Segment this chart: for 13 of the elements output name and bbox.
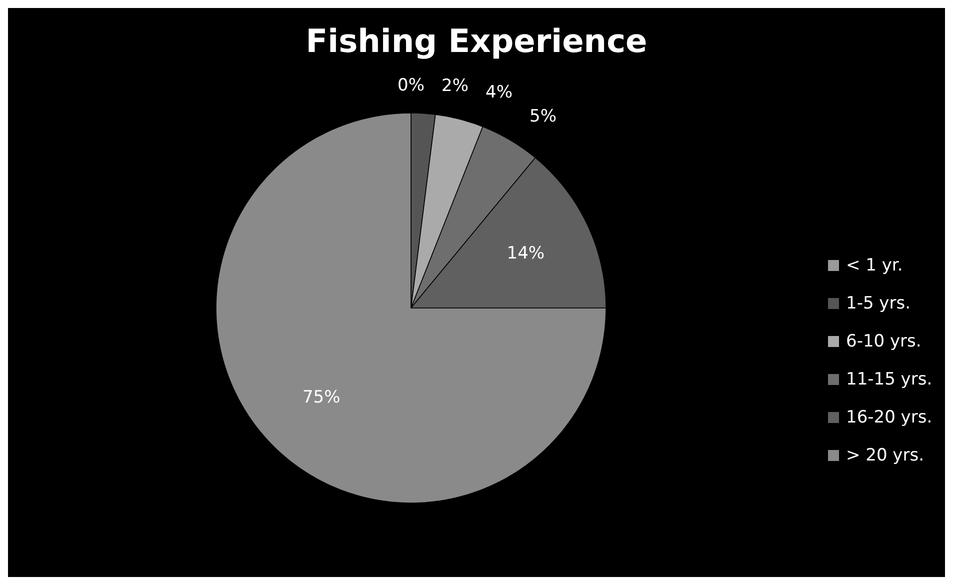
data-label: 2% (442, 76, 468, 96)
chart-title: Fishing Experience (306, 22, 648, 60)
legend-label: < 1 yr. (846, 256, 903, 276)
data-label: 5% (530, 106, 556, 126)
data-label: 14% (506, 244, 545, 264)
legend-label: 16-20 yrs. (846, 408, 932, 428)
data-label: 4% (486, 82, 512, 102)
legend-label: > 20 yrs. (846, 446, 924, 466)
legend-label: 6-10 yrs. (846, 332, 922, 352)
data-label: 75% (302, 387, 340, 408)
legend-label: 11-15 yrs. (846, 370, 932, 390)
text: 0% (398, 75, 424, 96)
legend-label: 1-5 yrs. (846, 294, 910, 314)
